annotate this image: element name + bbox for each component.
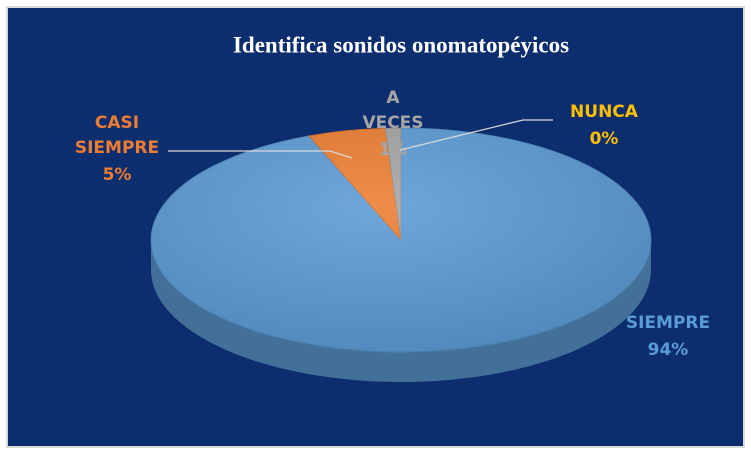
category-word: CASI bbox=[95, 113, 139, 133]
chart-title: Identifica sonidos onomatopéyicos bbox=[233, 32, 569, 57]
value-label: 1% bbox=[379, 140, 408, 160]
category-label: CASI SIEMPRE bbox=[75, 113, 159, 158]
value-label: 0% bbox=[590, 129, 619, 149]
pie-shine bbox=[151, 128, 651, 352]
pie bbox=[150, 127, 652, 382]
category-label: NUNCA bbox=[570, 102, 639, 122]
data-label: SIEMPRE 94% bbox=[626, 313, 710, 360]
leader-line bbox=[168, 150, 353, 159]
category-word: VECES bbox=[362, 113, 423, 133]
data-label: CASI SIEMPRE 5% bbox=[75, 113, 159, 185]
labels: SIEMPRE 94% CASI SIEMPRE 5% A VECES 1% NUNCA 0% bbox=[75, 88, 710, 360]
category-label: A VECES bbox=[362, 88, 423, 133]
value-label: 94% bbox=[648, 340, 689, 360]
value-label: 5% bbox=[103, 165, 132, 185]
category-word: SIEMPRE bbox=[75, 138, 159, 158]
data-label: A VECES 1% bbox=[362, 88, 423, 160]
data-label: NUNCA 0% bbox=[570, 102, 639, 149]
category-word: A bbox=[386, 88, 400, 108]
slice-side bbox=[151, 240, 651, 382]
category-label: SIEMPRE bbox=[626, 313, 710, 333]
leader-line bbox=[399, 119, 553, 151]
